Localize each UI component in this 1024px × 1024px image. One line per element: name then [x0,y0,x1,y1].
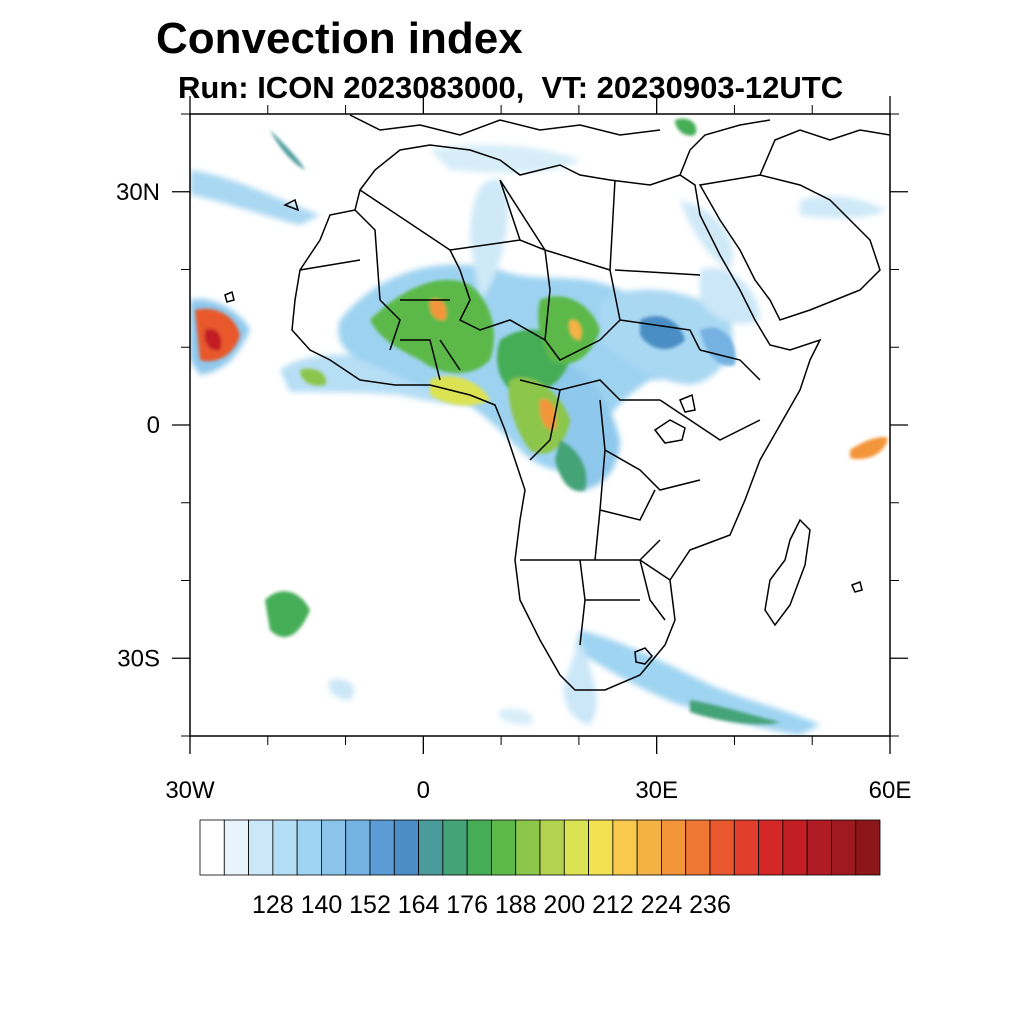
latitude-labels: 30N 0 30S [116,179,160,673]
chart-title: Convection index [156,14,523,63]
coastline-outline [224,114,890,691]
lon-tick-label: 30W [165,777,215,804]
lat-tick-label: 30N [116,179,160,206]
colorbar-swatch [661,819,687,876]
colorbar-label: 140 [301,891,343,919]
colorbar-swatch [515,819,541,876]
colorbar-swatch [393,819,419,876]
lat-tick-label: 30S [117,645,160,672]
colorbar-swatch [369,819,395,876]
colorbar-labels: 128 140 152 164 176 188 200 212 224 236 [252,891,731,919]
lon-tick-label: 60E [869,777,912,804]
colorbar-swatch [466,819,492,876]
axis-ticks [172,96,908,754]
colorbar-swatch [539,819,565,876]
colorbar-swatch [345,819,371,876]
chart-subtitle: Run: ICON 2023083000, VT: 20230903-12UTC [178,70,844,105]
lon-tick-label: 0 [417,777,430,804]
colorbar-label: 236 [689,891,731,919]
colorbar-label: 188 [495,891,537,919]
colorbar-swatch [685,819,711,876]
colorbar-label: 200 [543,891,585,919]
colorbar-swatch [199,819,225,876]
colorbar-swatch [758,819,784,876]
colorbar-swatch [733,819,759,876]
colorbar-swatch [418,819,444,876]
colorbar-swatch [806,819,832,876]
colorbar-swatch [588,819,614,876]
colorbar-swatch [442,819,468,876]
colorbar-swatch [563,819,589,876]
colorbar-label: 152 [349,891,391,919]
colorbar-label: 128 [252,891,294,919]
colorbar-label: 164 [398,891,440,919]
colorbar-swatch [612,819,638,876]
colorbar-label: 224 [641,891,683,919]
colorbar-swatch [321,819,347,876]
colorbar-label: 212 [592,891,634,919]
colorbar-swatch [296,819,322,876]
colorbar-label: 176 [446,891,488,919]
convection-field [190,118,888,735]
lat-tick-label: 0 [147,412,160,439]
colorbar-swatch [272,819,298,876]
colorbar-swatch [636,819,662,876]
colorbar-swatch [223,819,249,876]
colorbar-swatch [782,819,808,876]
colorbar [199,819,881,876]
colorbar-swatch [855,819,881,876]
colorbar-swatch [248,819,274,876]
colorbar-swatch [491,819,517,876]
colorbar-swatch [831,819,857,876]
colorbar-swatch [709,819,735,876]
lon-tick-label: 30E [635,777,678,804]
longitude-labels: 30W 0 30E 60E [165,777,911,804]
